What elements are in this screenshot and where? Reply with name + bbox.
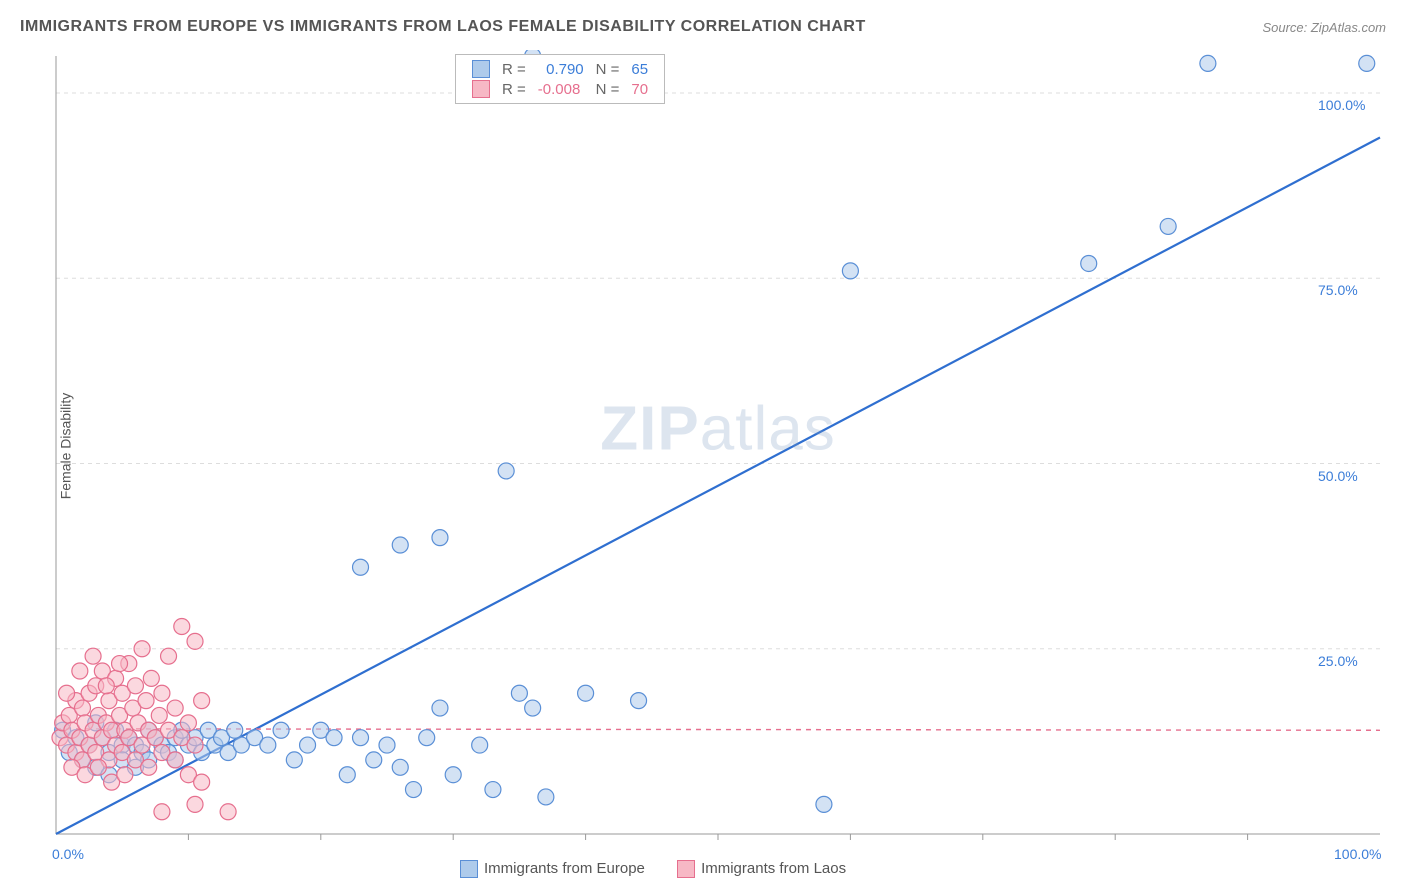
swatch-laos xyxy=(472,80,490,98)
series-label-europe: Immigrants from Europe xyxy=(484,860,645,877)
n-value-laos: 70 xyxy=(625,79,654,99)
source-attribution: Source: ZipAtlas.com xyxy=(1262,20,1386,35)
series-label-laos: Immigrants from Laos xyxy=(701,860,846,877)
y-tick-75: 75.0% xyxy=(1318,282,1358,298)
y-tick-25: 25.0% xyxy=(1318,653,1358,669)
r-value-laos: -0.008 xyxy=(532,79,590,99)
legend-item-europe: Immigrants from Europe xyxy=(460,860,649,877)
series-legend: Immigrants from Europe Immigrants from L… xyxy=(460,860,874,878)
legend-item-laos: Immigrants from Laos xyxy=(677,860,846,877)
n-label: N = xyxy=(590,79,626,99)
r-label: R = xyxy=(496,59,532,79)
legend-row-laos: R = -0.008 N = 70 xyxy=(466,79,654,99)
x-axis-min-label: 0.0% xyxy=(52,846,84,862)
y-tick-50: 50.0% xyxy=(1318,468,1358,484)
legend-row-europe: R = 0.790 N = 65 xyxy=(466,59,654,79)
y-tick-100: 100.0% xyxy=(1318,97,1365,113)
x-axis-max-label: 100.0% xyxy=(1334,846,1381,862)
swatch-europe xyxy=(472,60,490,78)
swatch-europe xyxy=(460,860,478,878)
chart-title: IMMIGRANTS FROM EUROPE VS IMMIGRANTS FRO… xyxy=(20,18,866,36)
correlation-legend: R = 0.790 N = 65 R = -0.008 N = 70 xyxy=(455,54,665,104)
n-value-europe: 65 xyxy=(625,59,654,79)
r-value-europe: 0.790 xyxy=(532,59,590,79)
plot-area: ZIPatlas xyxy=(50,50,1386,840)
n-label: N = xyxy=(590,59,626,79)
swatch-laos xyxy=(677,860,695,878)
r-label: R = xyxy=(496,79,532,99)
scatter-plot-svg xyxy=(50,50,1386,840)
